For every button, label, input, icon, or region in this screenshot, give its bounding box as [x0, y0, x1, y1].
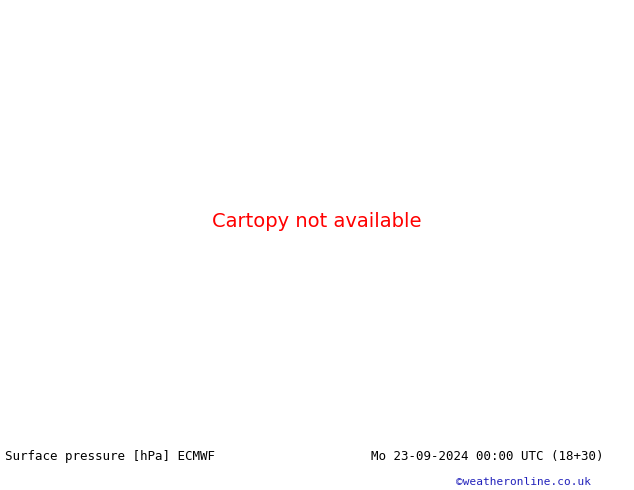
Text: ©weatheronline.co.uk: ©weatheronline.co.uk — [456, 477, 592, 487]
Text: Cartopy not available: Cartopy not available — [212, 212, 422, 231]
Text: Surface pressure [hPa] ECMWF: Surface pressure [hPa] ECMWF — [5, 450, 215, 463]
Text: Mo 23-09-2024 00:00 UTC (18+30): Mo 23-09-2024 00:00 UTC (18+30) — [371, 450, 604, 463]
